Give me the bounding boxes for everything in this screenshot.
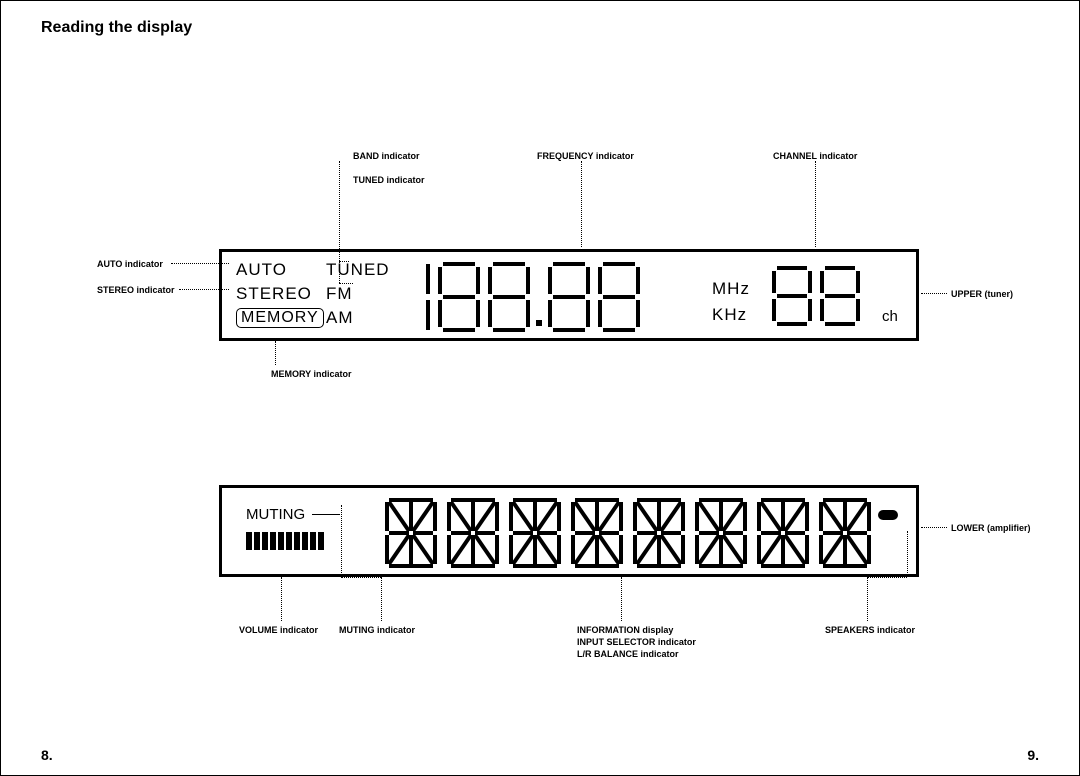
label-tuned: TUNED indicator	[353, 175, 425, 185]
leader	[339, 261, 349, 262]
frequency-display	[412, 258, 712, 336]
channel-suffix: ch	[882, 308, 898, 325]
leader	[339, 283, 353, 284]
info-display	[382, 494, 902, 572]
label-channel: CHANNEL indicator	[773, 151, 857, 161]
stereo-indicator: STEREO	[236, 284, 324, 304]
label-info: INFORMATION display	[577, 625, 673, 635]
fm-indicator: FM	[326, 284, 390, 304]
speakers-indicator-icon	[878, 510, 898, 520]
leader	[815, 161, 816, 247]
label-lrbal: L/R BALANCE indicator	[577, 649, 679, 659]
page-number-left: 8.	[41, 747, 53, 763]
leader	[621, 577, 622, 621]
memory-indicator: MEMORY	[236, 308, 324, 328]
label-band: BAND indicator	[353, 151, 420, 161]
label-speakers: SPEAKERS indicator	[825, 625, 915, 635]
khz-label: KHz	[712, 302, 750, 328]
leader	[581, 161, 582, 247]
leader	[275, 341, 276, 365]
auto-indicator: AUTO	[236, 260, 324, 280]
leader	[171, 263, 229, 264]
leader	[179, 289, 229, 290]
leader	[339, 161, 340, 283]
channel-display	[768, 262, 878, 330]
label-inputsel: INPUT SELECTOR indicator	[577, 637, 696, 647]
label-freq: FREQUENCY indicator	[537, 151, 634, 161]
leader	[341, 577, 381, 578]
lower-display-panel: MUTING	[219, 485, 919, 577]
label-lower: LOWER (amplifier)	[951, 523, 1031, 533]
muting-indicator: MUTING	[246, 506, 305, 523]
label-auto: AUTO indicator	[97, 259, 163, 269]
leader	[867, 577, 907, 578]
leader	[281, 577, 282, 621]
manual-page: Reading the display AUTO STEREO MEMORY T…	[0, 0, 1080, 776]
section-title: Reading the display	[41, 19, 192, 37]
leader	[921, 527, 947, 528]
page-number-right: 9.	[1027, 747, 1039, 763]
leader	[921, 293, 947, 294]
leader	[867, 577, 868, 621]
leader	[381, 577, 382, 621]
volume-indicator	[246, 532, 326, 550]
am-indicator: AM	[326, 308, 390, 328]
label-upper: UPPER (tuner)	[951, 289, 1013, 299]
upper-band-indicators: TUNED FM AM	[326, 260, 390, 328]
upper-left-indicators: AUTO STEREO MEMORY	[236, 260, 324, 328]
label-volume: VOLUME indicator	[239, 625, 318, 635]
leader	[341, 505, 342, 577]
tuned-indicator: TUNED	[326, 260, 390, 280]
frequency-units: MHz KHz	[712, 276, 750, 328]
upper-display-panel: AUTO STEREO MEMORY TUNED FM AM	[219, 249, 919, 341]
leader	[907, 531, 908, 577]
label-muting: MUTING indicator	[339, 625, 415, 635]
mhz-label: MHz	[712, 276, 750, 302]
label-memory: MEMORY indicator	[271, 369, 352, 379]
label-stereo: STEREO indicator	[97, 285, 175, 295]
